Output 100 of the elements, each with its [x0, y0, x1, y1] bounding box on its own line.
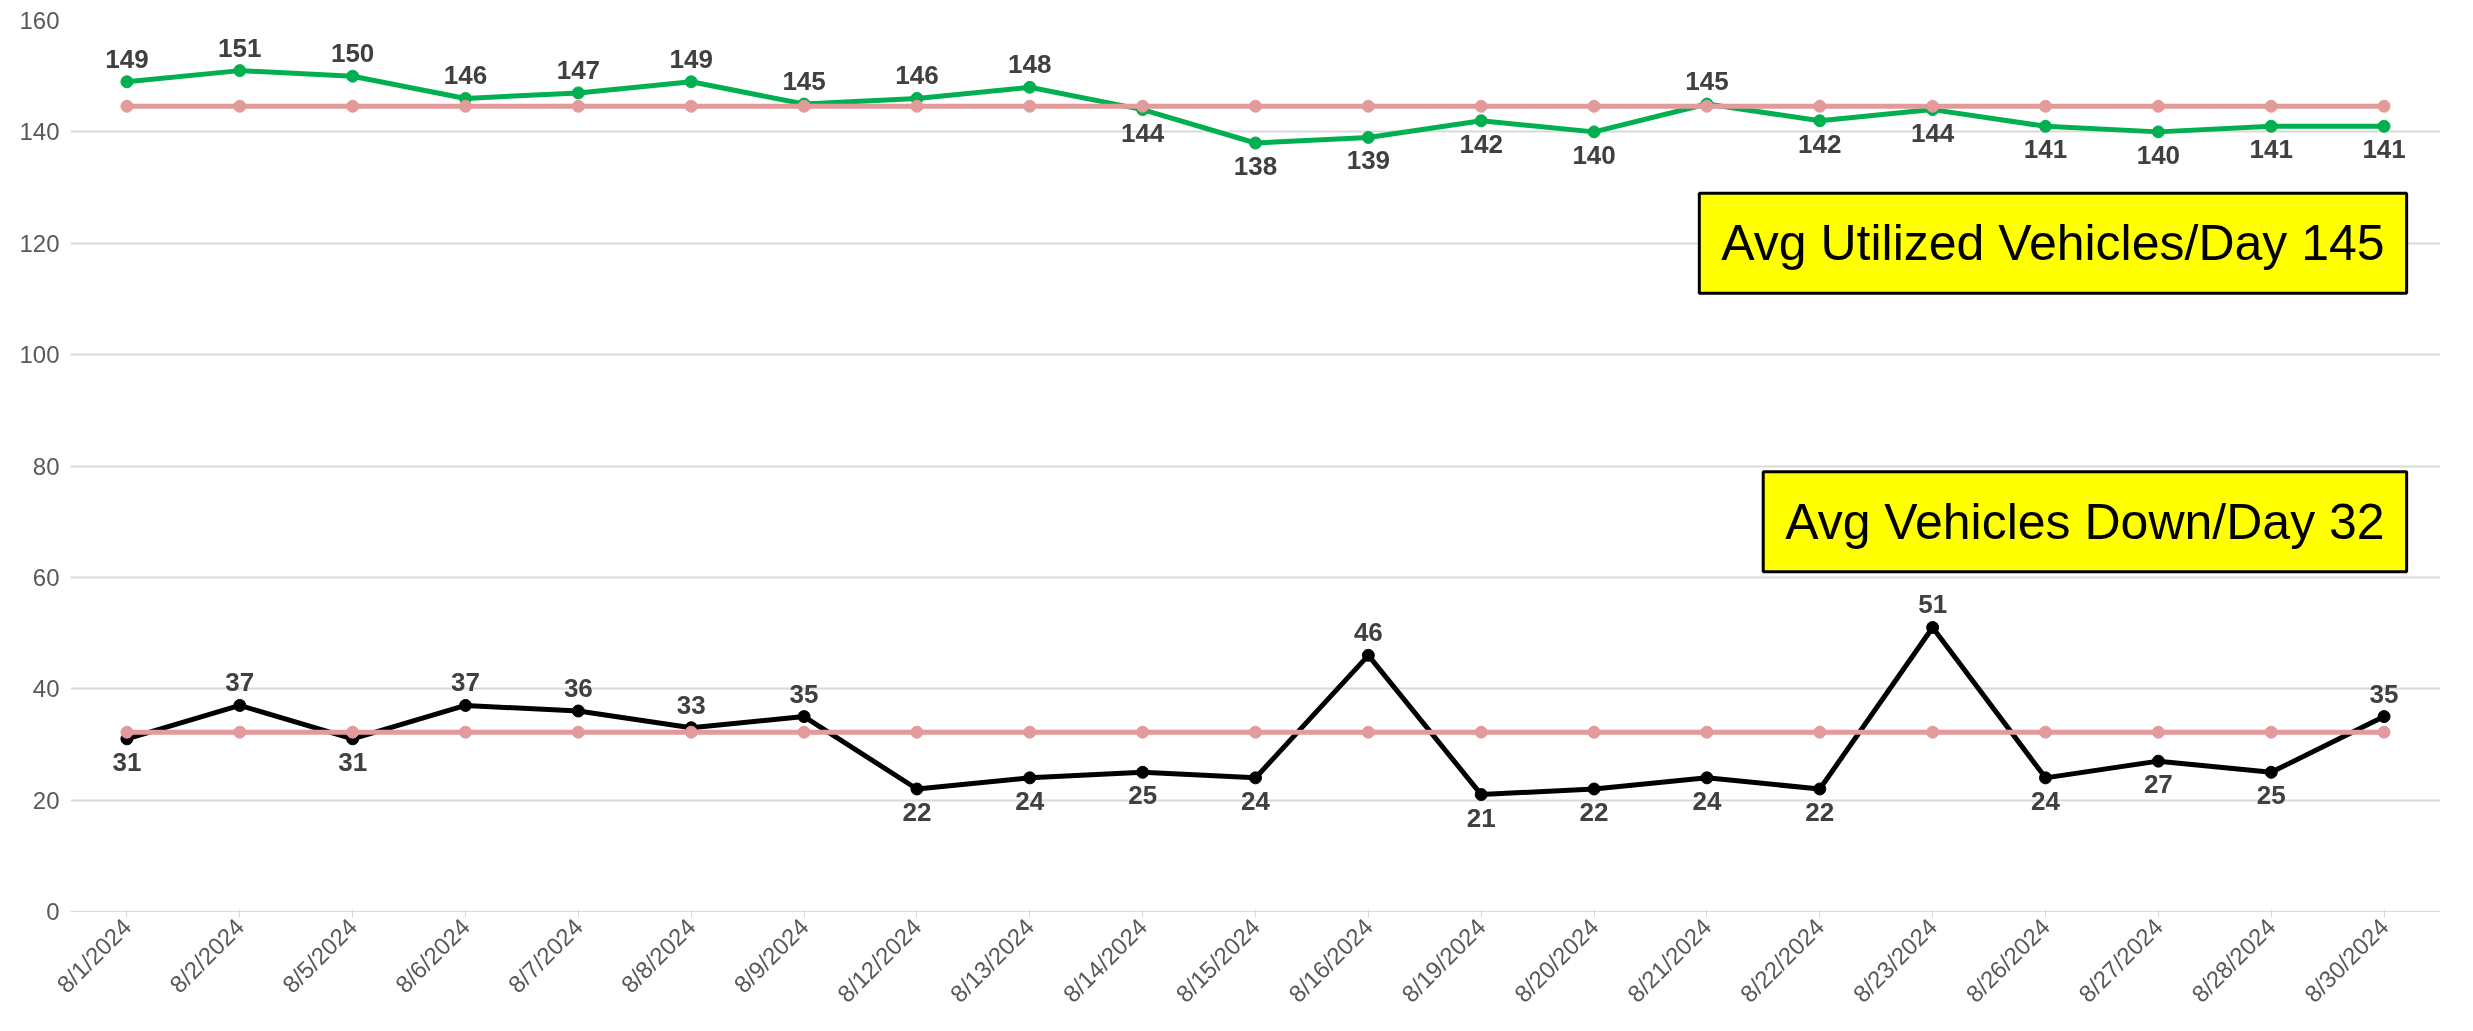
point: [1361, 99, 1375, 113]
data-label: 22: [1579, 796, 1609, 827]
point: [1136, 765, 1150, 779]
data-label: 24: [2031, 785, 2061, 816]
point: [571, 704, 585, 718]
data-label: 146: [443, 60, 488, 91]
point: [2151, 99, 2165, 113]
point: [1926, 725, 1940, 739]
point: [1474, 725, 1488, 739]
point: [1023, 80, 1037, 94]
data-label: 35: [2369, 678, 2399, 709]
y-tick-label: 60: [32, 563, 60, 591]
point: [346, 69, 360, 83]
point: [1023, 771, 1037, 785]
annotation: Avg Utilized Vehicles/Day 145: [1721, 215, 2385, 272]
point: [1361, 130, 1375, 144]
data-label: 33: [676, 689, 706, 720]
point: [1474, 114, 1488, 128]
point: [459, 99, 472, 113]
data-label: 150: [330, 38, 375, 69]
data-label: 146: [895, 60, 939, 91]
point: [2264, 99, 2278, 113]
data-label: 144: [1120, 117, 1165, 148]
point: [1023, 725, 1037, 739]
point: [1249, 771, 1262, 785]
y-tick-label: 20: [32, 786, 60, 814]
y-tick-label: 140: [19, 118, 60, 146]
point: [910, 725, 924, 739]
point: [1249, 99, 1262, 113]
point: [2151, 725, 2165, 739]
data-label: 37: [451, 667, 480, 698]
data-label: 144: [1910, 117, 1955, 148]
point: [1249, 136, 1262, 150]
point: [1700, 771, 1714, 785]
point: [1474, 99, 1488, 113]
point: [459, 698, 472, 712]
point: [2377, 99, 2391, 113]
point: [2151, 754, 2165, 768]
data-label: 148: [1008, 49, 1052, 80]
point: [346, 725, 360, 739]
data-label: 24: [1692, 785, 1722, 816]
data-label: 31: [112, 746, 142, 777]
point: [684, 99, 698, 113]
point: [233, 99, 247, 113]
point: [2151, 125, 2165, 139]
point: [910, 782, 924, 796]
data-label: 22: [1805, 796, 1835, 827]
data-label: 141: [2362, 134, 2406, 165]
data-label: 51: [1918, 589, 1948, 620]
point: [1926, 621, 1940, 634]
point: [1249, 725, 1262, 739]
point: [1361, 648, 1375, 662]
point: [2264, 765, 2278, 779]
point: [571, 725, 585, 739]
point: [1136, 99, 1150, 113]
point: [2377, 710, 2391, 724]
data-label: 25: [2256, 780, 2286, 811]
point: [1587, 99, 1601, 113]
point: [1926, 99, 1940, 113]
point: [1361, 725, 1375, 739]
point: [1023, 99, 1037, 113]
data-label: 149: [669, 43, 713, 74]
annotation: Avg Vehicles Down/Day 32: [1785, 493, 2385, 550]
data-label: 25: [1128, 780, 1158, 811]
point: [120, 99, 134, 113]
data-label: 145: [782, 66, 826, 97]
point: [2039, 725, 2052, 739]
point: [1587, 125, 1601, 139]
data-label: 37: [225, 667, 255, 698]
y-tick-label: 120: [19, 229, 60, 257]
data-label: 142: [1798, 128, 1842, 159]
point: [2039, 771, 2052, 785]
data-label: 24: [1015, 785, 1045, 816]
point: [797, 710, 811, 724]
y-tick-label: 100: [19, 341, 60, 369]
data-label: 36: [563, 673, 593, 704]
data-label: 22: [902, 796, 932, 827]
data-label: 151: [218, 32, 262, 63]
point: [1136, 725, 1150, 739]
point: [233, 725, 247, 739]
data-label: 140: [2136, 139, 2181, 170]
data-label: 141: [2249, 134, 2293, 165]
point: [120, 725, 134, 739]
y-tick-label: 0: [46, 898, 60, 925]
point: [2039, 119, 2052, 133]
y-tick-label: 80: [32, 452, 60, 480]
data-label: 46: [1353, 617, 1383, 648]
point: [2039, 99, 2052, 113]
data-label: 31: [338, 746, 368, 777]
point: [1474, 788, 1488, 802]
point: [1813, 114, 1827, 128]
data-label: 145: [1685, 66, 1729, 97]
data-label: 21: [1466, 802, 1496, 833]
point: [459, 725, 472, 739]
point: [120, 75, 134, 89]
point: [1587, 782, 1601, 796]
point: [1813, 725, 1827, 739]
data-label: 138: [1233, 151, 1278, 182]
data-label: 147: [556, 54, 601, 85]
point: [571, 99, 585, 113]
